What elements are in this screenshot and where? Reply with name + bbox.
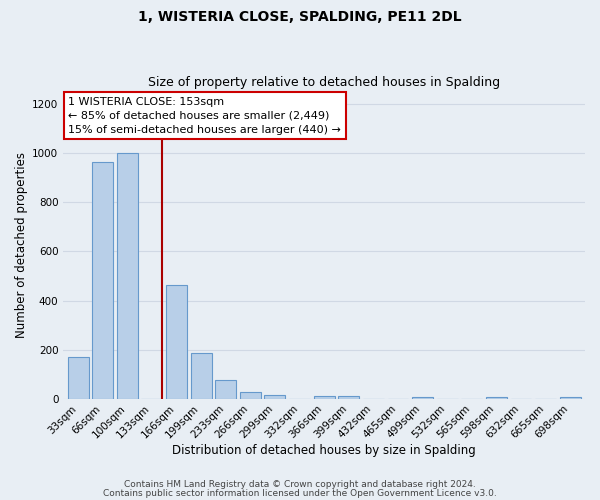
X-axis label: Distribution of detached houses by size in Spalding: Distribution of detached houses by size … bbox=[172, 444, 476, 458]
Bar bbox=[314, 396, 335, 398]
Text: 1 WISTERIA CLOSE: 153sqm
← 85% of detached houses are smaller (2,449)
15% of sem: 1 WISTERIA CLOSE: 153sqm ← 85% of detach… bbox=[68, 96, 341, 134]
Bar bbox=[338, 396, 359, 398]
Bar bbox=[117, 154, 138, 398]
Title: Size of property relative to detached houses in Spalding: Size of property relative to detached ho… bbox=[148, 76, 500, 90]
Y-axis label: Number of detached properties: Number of detached properties bbox=[15, 152, 28, 338]
Bar bbox=[166, 284, 187, 399]
Bar bbox=[92, 162, 113, 398]
Text: Contains HM Land Registry data © Crown copyright and database right 2024.: Contains HM Land Registry data © Crown c… bbox=[124, 480, 476, 489]
Bar bbox=[191, 353, 212, 399]
Bar bbox=[240, 392, 261, 398]
Bar bbox=[215, 380, 236, 398]
Bar bbox=[68, 357, 89, 399]
Bar bbox=[265, 395, 286, 398]
Text: Contains public sector information licensed under the Open Government Licence v3: Contains public sector information licen… bbox=[103, 488, 497, 498]
Text: 1, WISTERIA CLOSE, SPALDING, PE11 2DL: 1, WISTERIA CLOSE, SPALDING, PE11 2DL bbox=[138, 10, 462, 24]
